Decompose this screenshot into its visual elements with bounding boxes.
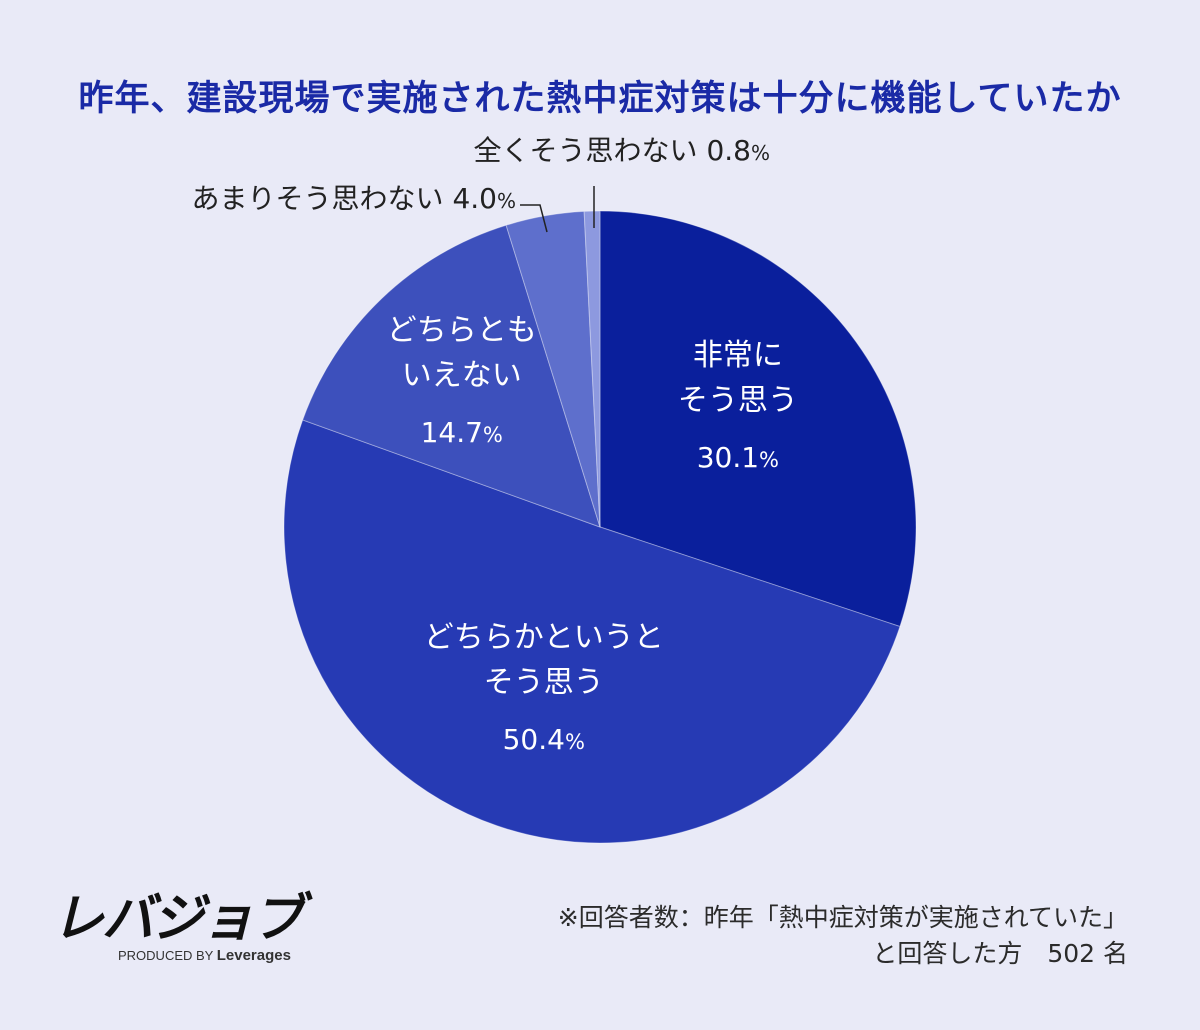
slice-value-label: 14.7%	[421, 416, 503, 449]
pie-slice	[583, 210, 601, 528]
slice-label: どちらかというと	[424, 620, 664, 655]
logo-text: レバジョブ	[52, 890, 313, 948]
slice-value-label: 50.4%	[503, 723, 585, 756]
leader-line	[520, 204, 548, 233]
pie-slice	[599, 210, 917, 628]
logo-sub-brand: Leverages	[217, 947, 291, 964]
brand-logo: レバジョブ PRODUCED BY Leverages	[52, 890, 315, 964]
slice-label: そう思う	[484, 665, 604, 700]
pie-slice	[283, 419, 901, 844]
pie-slice	[302, 224, 601, 528]
chart-title: 昨年、建設現場で実施された熱中症対策は十分に機能していたか	[78, 79, 1122, 119]
pie-slice	[505, 210, 601, 528]
logo-sub-prefix: PRODUCED BY	[118, 948, 217, 963]
note-line-1: ※回答者数：昨年「熱中症対策が実施されていた」	[557, 903, 1128, 932]
note-line-2: と回答した方 502 名	[872, 939, 1128, 968]
slice-label: いえない	[402, 358, 522, 393]
slice-label: どちらとも	[387, 313, 537, 348]
slice-label: そう思う	[678, 383, 798, 418]
respondent-note: ※回答者数：昨年「熱中症対策が実施されていた」 と回答した方 502 名	[558, 900, 1128, 972]
slice-value-label: 30.1%	[697, 441, 779, 474]
slice-outer-label: 全くそう思わない 0.8%	[474, 134, 770, 167]
slice-outer-label: あまりそう思わない 4.0%	[192, 182, 516, 215]
slice-label: 非常に	[693, 338, 783, 373]
logo-subtitle: PRODUCED BY Leverages	[118, 947, 291, 964]
